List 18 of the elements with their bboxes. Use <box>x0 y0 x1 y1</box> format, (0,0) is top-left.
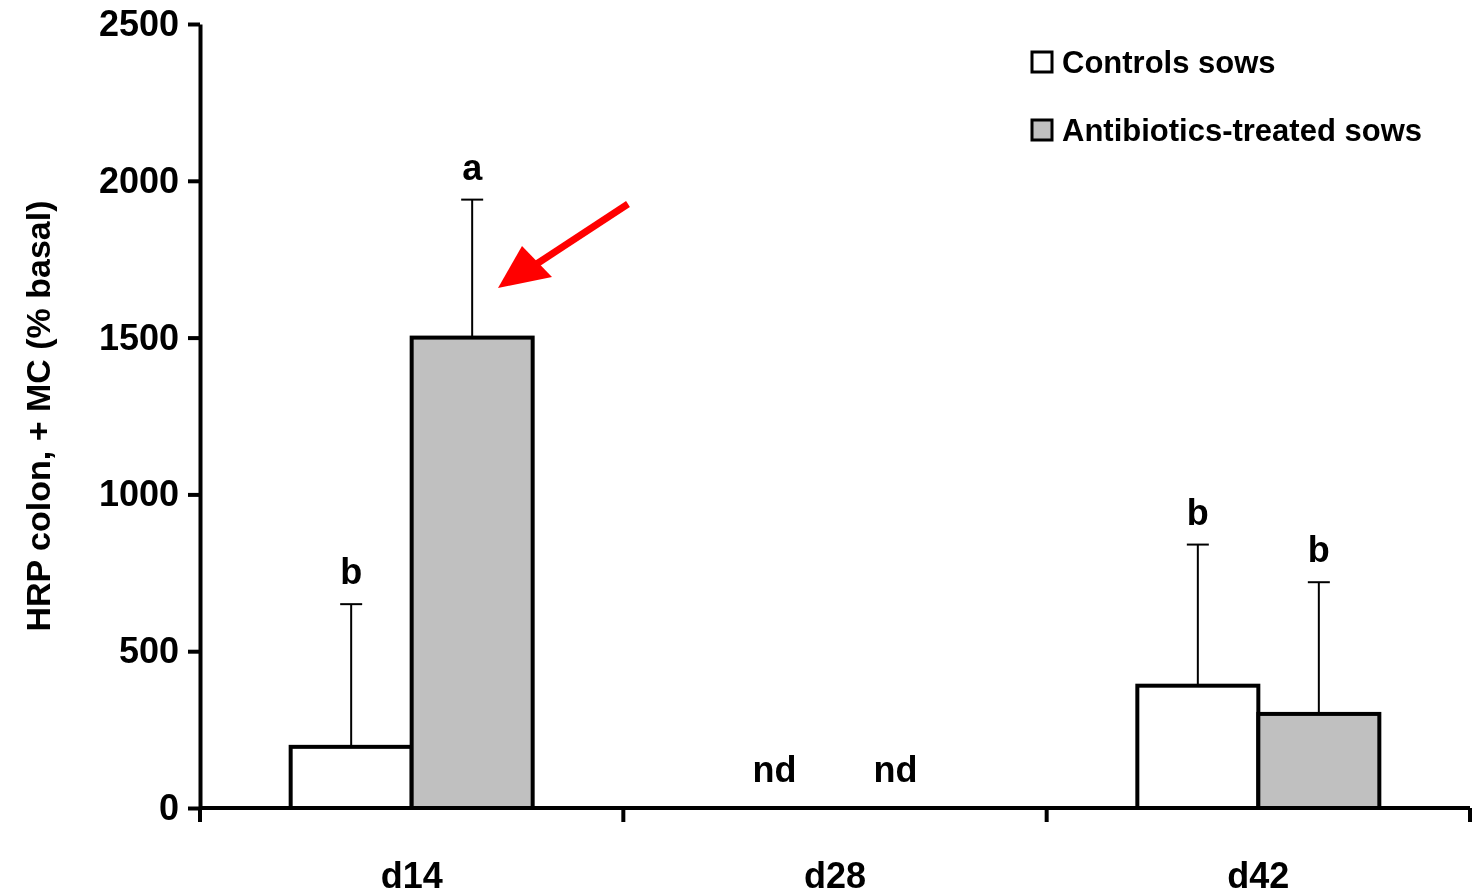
x-tick-label: d28 <box>803 855 867 893</box>
y-tick-label: 0 <box>158 787 179 829</box>
annotation: nd <box>873 749 918 790</box>
annotation: b <box>1186 491 1209 533</box>
annotation: nd <box>752 749 797 790</box>
y-tick-label: 1500 <box>98 316 179 358</box>
y-tick-label: 1000 <box>98 473 179 515</box>
y-tick-label: 2500 <box>98 3 179 45</box>
x-tick-label: d14 <box>380 855 443 893</box>
legend-label: Controls sows <box>1062 45 1276 80</box>
annotation: b <box>340 551 363 593</box>
legend-label: Antibiotics-treated sows <box>1062 113 1422 148</box>
y-axis-title: HRP colon, + MC (% basal) <box>19 200 57 632</box>
x-tick-label: d42 <box>1227 855 1290 893</box>
y-tick-label: 2000 <box>98 159 179 201</box>
annotation: b <box>1307 529 1330 571</box>
annotation: a <box>462 146 484 188</box>
y-tick-label: 500 <box>118 630 179 672</box>
